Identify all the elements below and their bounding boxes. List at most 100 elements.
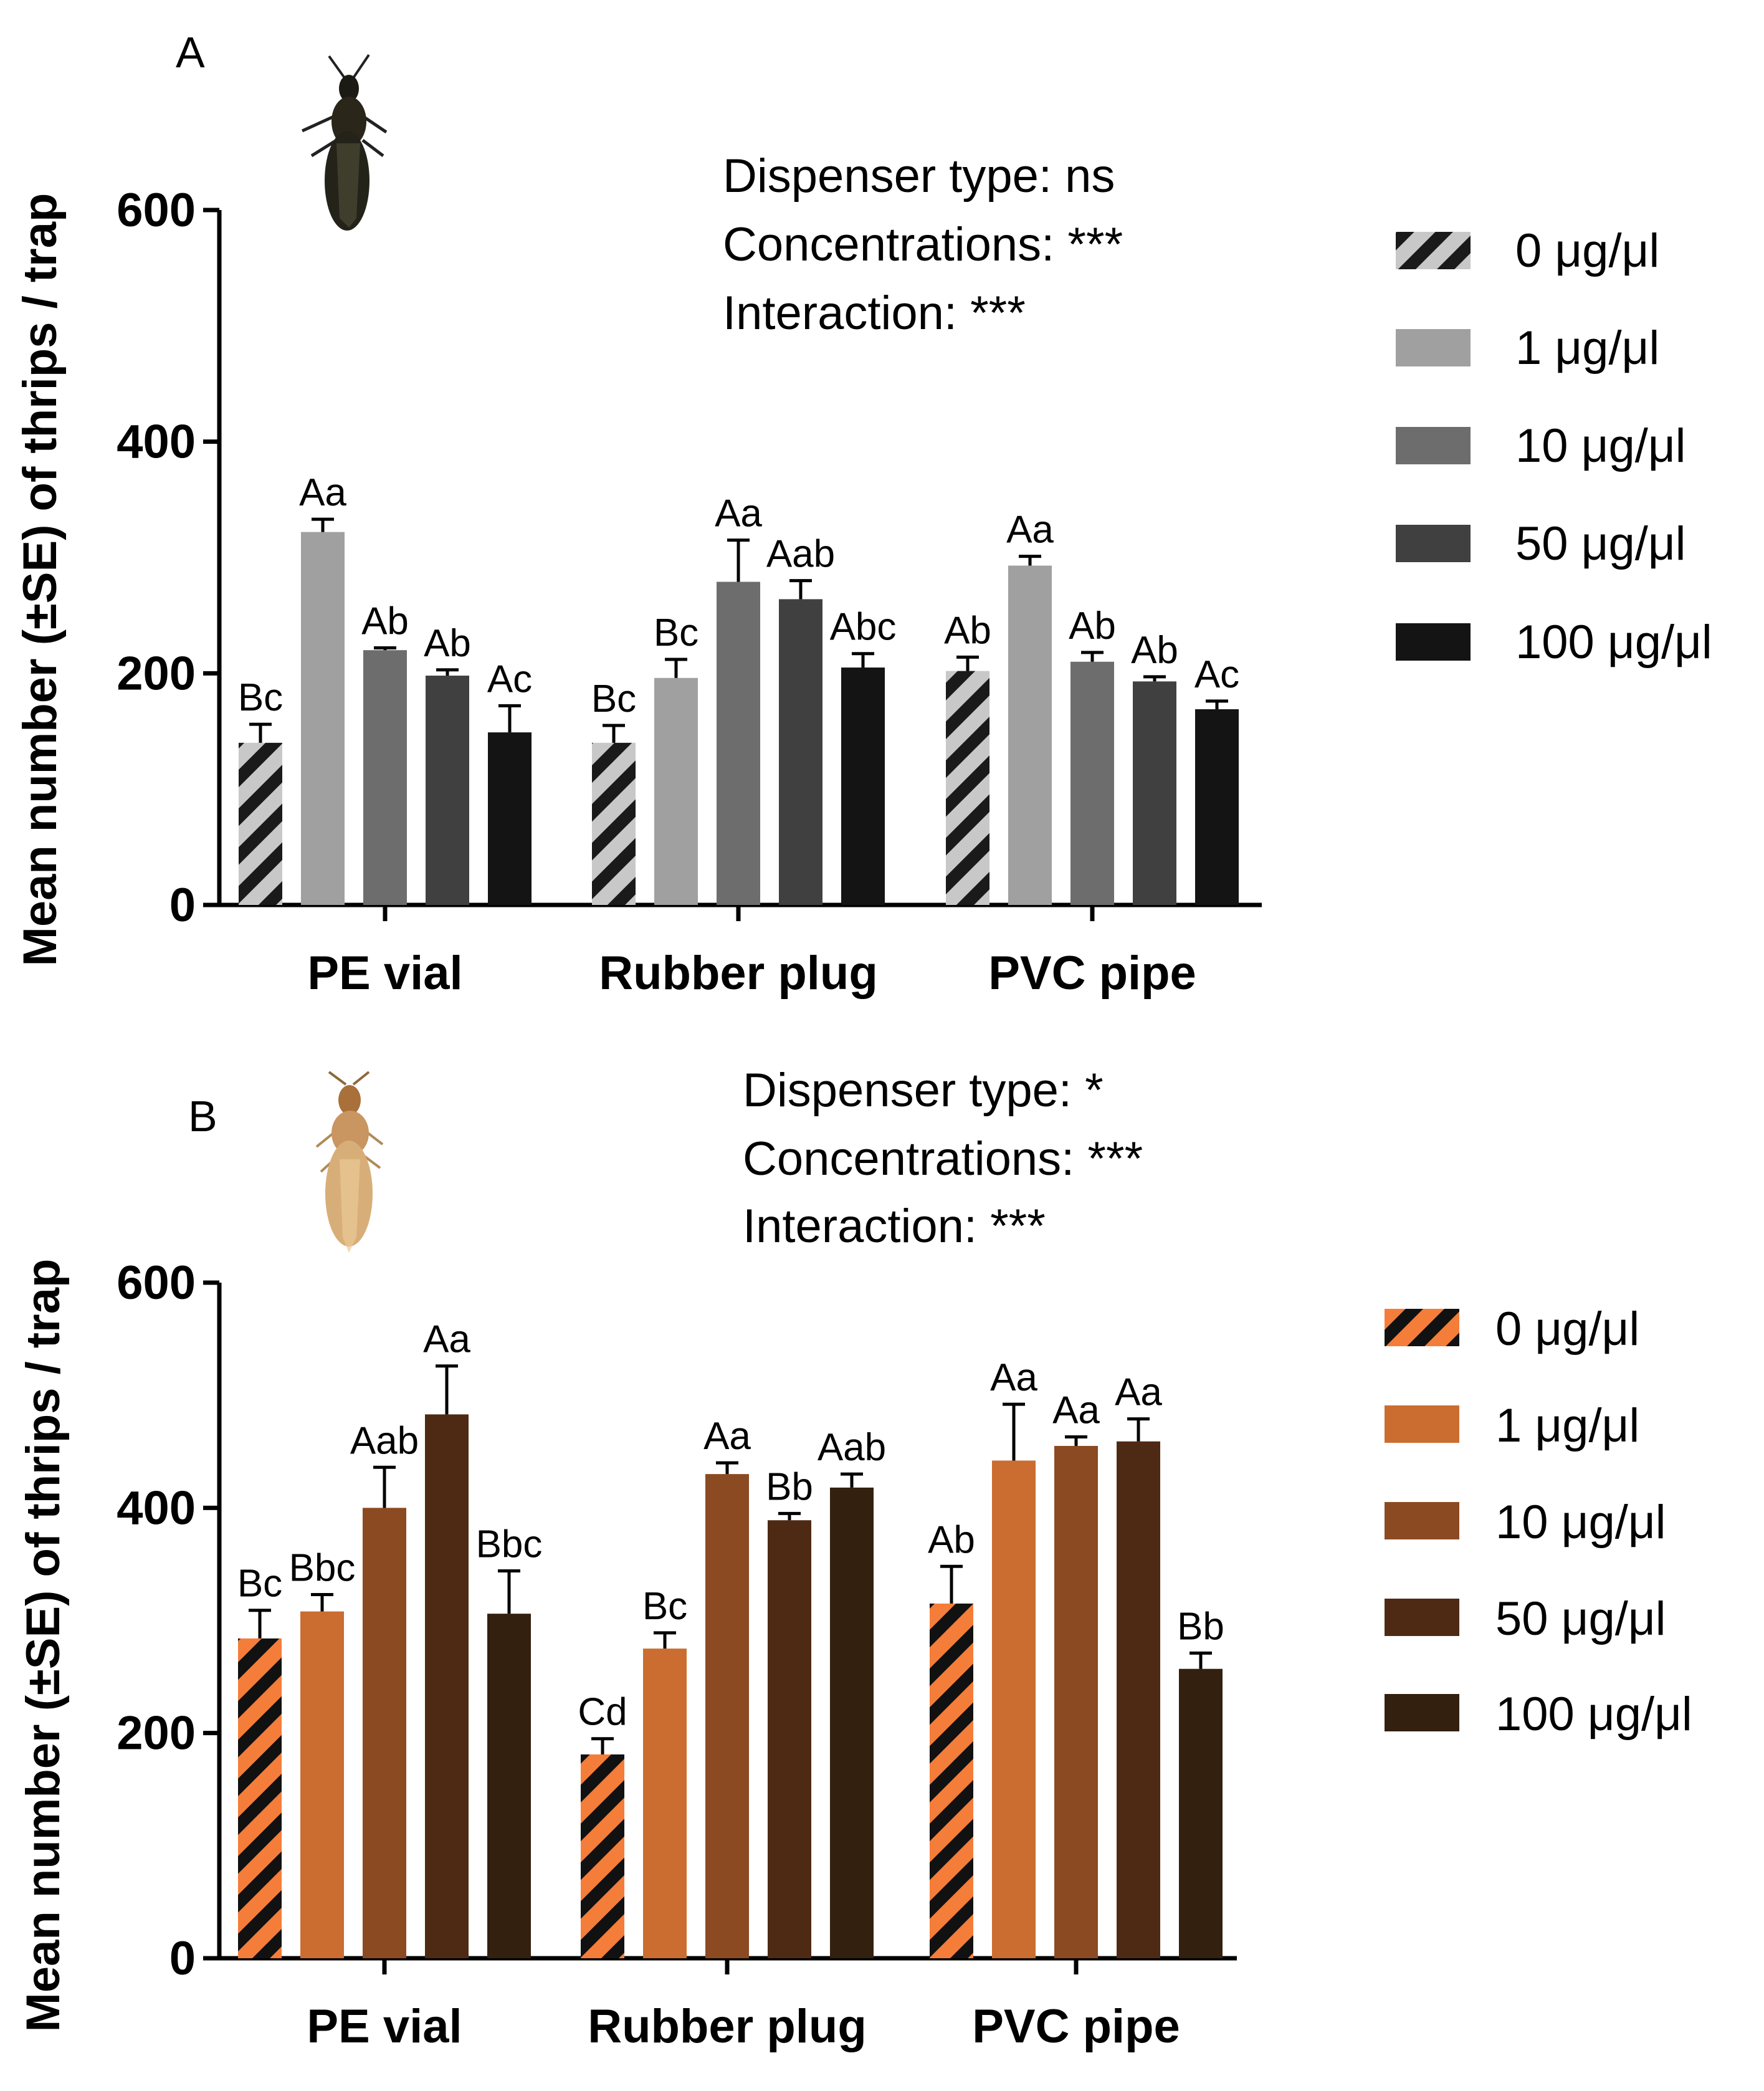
significance-letter: Ac — [1194, 653, 1239, 696]
x-category-label: Rubber plug — [599, 947, 878, 1000]
y-tick-label: 600 — [117, 184, 196, 237]
legend-label: 50 μg/μl — [1515, 517, 1686, 570]
bar — [592, 742, 636, 905]
stat-interaction: Interaction: *** — [723, 287, 1026, 340]
significance-letter: Aa — [990, 1356, 1037, 1399]
y-tick-label: 400 — [117, 416, 196, 469]
legend-label: 1 μg/μl — [1515, 322, 1659, 375]
significance-letter: Bc — [238, 676, 283, 719]
x-category-label: PE vial — [307, 947, 462, 1000]
legend-label: 100 μg/μl — [1495, 1688, 1692, 1741]
bar — [1179, 1668, 1223, 1958]
bar — [1070, 661, 1114, 905]
bar — [930, 1603, 973, 1958]
legend-swatch — [1396, 427, 1471, 464]
significance-letter: Aa — [299, 471, 346, 514]
stat-interaction: Interaction: *** — [743, 1200, 1046, 1253]
bar — [487, 1614, 531, 1958]
bar — [654, 677, 698, 905]
significance-letter: Bc — [591, 677, 636, 720]
significance-letter: Aa — [1115, 1371, 1162, 1414]
legend: 0 μg/μl 1 μg/μl 10 μg/μl 50 μg/μl 100 μg… — [1396, 224, 1712, 669]
legend-swatch-hatched — [1396, 232, 1471, 269]
bar — [946, 671, 989, 905]
x-category-label: PE vial — [307, 2000, 462, 2053]
y-tick-label: 200 — [117, 1707, 196, 1760]
pale-thrips-icon — [315, 1071, 384, 1253]
bar — [363, 650, 407, 905]
legend-label: 0 μg/μl — [1515, 224, 1659, 277]
stat-dispenser-type: Dispenser type: ns — [723, 150, 1115, 203]
legend-item: 50 μg/μl — [1385, 1592, 1666, 1645]
bar — [300, 1611, 344, 1958]
bar — [717, 581, 760, 905]
plot-area: 0 200 400 600 PE vial Bc Aa Ab Ab Ac Rubber plug Bc… — [117, 184, 1262, 1000]
bar — [1195, 709, 1239, 905]
legend-item: 100 μg/μl — [1385, 1688, 1692, 1741]
significance-letter: Bb — [766, 1465, 813, 1508]
significance-letter: Ab — [424, 622, 471, 665]
significance-letter: Aa — [1006, 509, 1054, 552]
legend-swatch — [1385, 1502, 1459, 1539]
bar — [1054, 1445, 1098, 1958]
y-axis-title: Mean number (±SE) of thrips / trap — [17, 1259, 70, 2032]
legend-label: 50 μg/μl — [1495, 1592, 1666, 1645]
bar — [643, 1648, 687, 1958]
legend: 0 μg/μl 1 μg/μl 10 μg/μl 50 μg/μl 100 μg… — [1385, 1303, 1692, 1741]
significance-letter: Cd — [578, 1691, 627, 1734]
significance-letter: Bc — [642, 1585, 687, 1628]
y-tick-label: 400 — [117, 1481, 196, 1534]
bar — [779, 599, 822, 905]
legend-swatch-hatched — [1385, 1309, 1459, 1346]
legend-item: 100 μg/μl — [1396, 616, 1712, 669]
significance-letter: Aa — [423, 1318, 470, 1361]
significance-letter: Bbc — [476, 1523, 543, 1566]
bar — [581, 1754, 624, 1958]
legend-swatch — [1385, 1599, 1459, 1636]
significance-letter: Aa — [703, 1415, 751, 1458]
y-tick-label: 0 — [169, 879, 196, 932]
significance-letter: Aab — [350, 1419, 419, 1462]
legend-swatch — [1385, 1405, 1459, 1443]
legend-item: 10 μg/μl — [1385, 1496, 1666, 1549]
bar — [239, 742, 282, 905]
significance-letter: Bc — [237, 1562, 282, 1605]
x-category-label: Rubber plug — [588, 2000, 867, 2053]
panel-a-label: A — [176, 28, 205, 77]
legend-item: 1 μg/μl — [1385, 1399, 1639, 1452]
bar — [363, 1508, 406, 1958]
y-tick-label: 600 — [117, 1256, 196, 1309]
legend-label: 0 μg/μl — [1495, 1303, 1639, 1356]
significance-letter: Ac — [487, 658, 532, 701]
legend-swatch — [1396, 623, 1471, 661]
significance-letter: Aab — [766, 533, 835, 576]
legend-swatch — [1385, 1694, 1459, 1731]
bar — [1117, 1441, 1160, 1958]
y-tick-label: 200 — [117, 647, 196, 700]
bar — [301, 532, 345, 905]
y-tick-label: 0 — [169, 1932, 196, 1985]
bar — [426, 676, 469, 905]
dark-thrips-icon — [301, 54, 388, 231]
bar — [841, 667, 885, 905]
bar — [1008, 565, 1052, 905]
panel-a: A Dispenser type: ns Concentrations: ***… — [14, 28, 1712, 1000]
legend-item: 50 μg/μl — [1396, 517, 1686, 570]
significance-letter: Aa — [1052, 1389, 1100, 1432]
legend-label: 100 μg/μl — [1515, 616, 1712, 669]
stat-concentrations: Concentrations: *** — [743, 1132, 1143, 1185]
legend-item: 10 μg/μl — [1396, 419, 1686, 472]
legend-item: 0 μg/μl — [1396, 224, 1659, 277]
bar — [425, 1414, 469, 1958]
stat-dispenser-type: Dispenser type: * — [743, 1064, 1104, 1117]
bar — [830, 1487, 874, 1958]
bar — [488, 732, 532, 905]
significance-letter: Ab — [1131, 629, 1178, 672]
legend-item: 1 μg/μl — [1396, 322, 1659, 375]
legend-swatch — [1396, 525, 1471, 562]
panel-b-label: B — [188, 1092, 217, 1141]
significance-letter: Aab — [818, 1426, 886, 1469]
legend-label: 10 μg/μl — [1515, 419, 1686, 472]
y-axis-title: Mean number (±SE) of thrips / trap — [14, 193, 67, 967]
